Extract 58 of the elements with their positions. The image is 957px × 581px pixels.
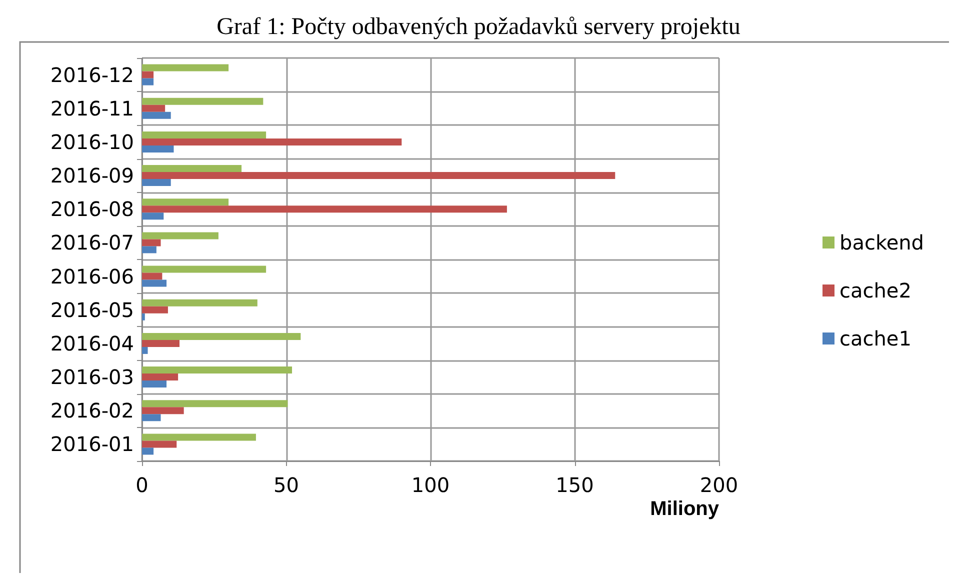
bar xyxy=(142,138,402,146)
x-tick-label: 50 xyxy=(274,473,299,497)
bar xyxy=(142,78,154,86)
y-tick-label: 2016-12 xyxy=(50,62,134,87)
y-tick-label: 2016-09 xyxy=(50,164,134,188)
y-tick-label: 2016-01 xyxy=(50,432,134,456)
x-tick-label: 150 xyxy=(556,473,594,497)
bar xyxy=(142,198,229,206)
x-tick-label: 200 xyxy=(700,473,738,497)
bar xyxy=(142,71,154,78)
y-tick-label: 2016-02 xyxy=(50,398,134,423)
bar xyxy=(142,232,218,240)
chart-title: Graf 1: Počty odbavených požadavků servery projektu xyxy=(216,14,740,40)
bar xyxy=(142,306,168,314)
bar xyxy=(142,112,171,119)
y-tick-label: 2016-11 xyxy=(50,96,134,120)
bar xyxy=(142,380,167,388)
bar xyxy=(142,332,301,340)
bar xyxy=(142,266,266,273)
bar xyxy=(142,246,156,254)
bar xyxy=(142,98,264,105)
y-tick-label: 2016-08 xyxy=(50,197,134,222)
bar xyxy=(142,313,145,320)
legend-label: cache1 xyxy=(840,326,912,350)
y-tick-label: 2016-10 xyxy=(50,130,134,154)
y-tick-label: 2016-05 xyxy=(50,298,134,322)
bar xyxy=(142,440,177,448)
bar xyxy=(142,206,507,213)
bar xyxy=(142,448,154,455)
bar xyxy=(142,272,162,280)
x-axis-title: Miliony xyxy=(650,498,720,520)
y-tick-label: 2016-04 xyxy=(50,331,134,356)
bar xyxy=(142,346,148,354)
bar xyxy=(142,366,292,374)
x-tick-label: 100 xyxy=(411,473,450,497)
bar xyxy=(142,407,184,414)
bar xyxy=(142,145,174,152)
legend-label: backend xyxy=(840,230,924,254)
bar xyxy=(142,414,161,422)
legend-label: cache2 xyxy=(840,278,912,302)
bar xyxy=(142,165,242,172)
bar xyxy=(142,400,288,408)
y-tick-label: 2016-07 xyxy=(50,230,134,255)
bar xyxy=(142,340,180,347)
x-tick-label: 0 xyxy=(136,473,148,497)
bar xyxy=(142,239,161,246)
bar xyxy=(142,212,164,220)
bar xyxy=(142,434,256,441)
bar xyxy=(142,172,616,180)
bar xyxy=(142,64,229,72)
bar xyxy=(142,374,178,381)
bar xyxy=(142,299,258,306)
y-tick-label: 2016-06 xyxy=(50,264,134,288)
bar xyxy=(142,280,167,287)
bar xyxy=(142,179,171,186)
y-tick-label: 2016-03 xyxy=(50,365,134,390)
bar xyxy=(142,131,266,138)
bar xyxy=(142,104,166,112)
